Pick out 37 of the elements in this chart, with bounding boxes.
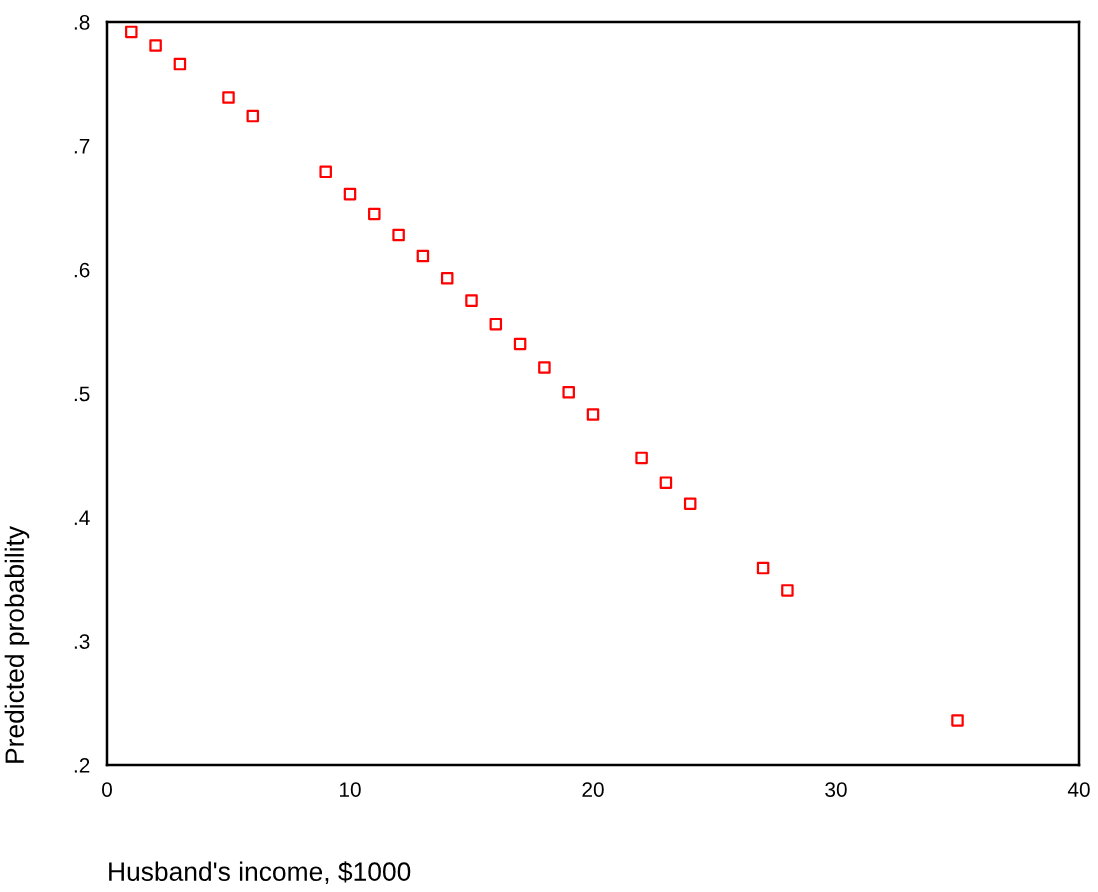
x-tick-label: 20 <box>582 782 604 797</box>
point <box>125 25 138 39</box>
point <box>173 57 187 71</box>
point <box>489 317 503 331</box>
y-tick-label: .7 <box>74 139 90 154</box>
point <box>222 91 235 104</box>
point <box>756 561 770 575</box>
point <box>319 165 332 179</box>
x-tick-label: 10 <box>340 782 361 797</box>
y-tick-label: .6 <box>74 262 90 278</box>
point <box>343 187 357 201</box>
point <box>416 249 430 263</box>
x-axis-title: Husband's income, $1000 <box>109 861 411 885</box>
point <box>586 408 600 421</box>
point <box>368 207 381 221</box>
y-tick-label: .8 <box>74 15 90 30</box>
y-tick-label: .2 <box>74 758 90 773</box>
point <box>781 584 794 597</box>
point <box>538 361 551 374</box>
y-tick-label: .3 <box>74 634 90 649</box>
y-tick-label: .4 <box>74 510 90 525</box>
point <box>513 337 527 351</box>
point <box>392 228 405 242</box>
x-tick-label: 30 <box>825 782 847 797</box>
y-tick-label: .5 <box>74 386 90 402</box>
point <box>246 109 260 123</box>
point <box>465 294 478 307</box>
y-axis-title: Predicted probability <box>4 525 30 763</box>
point <box>149 39 162 52</box>
x-tick-label: 0 <box>102 782 112 797</box>
point <box>683 497 697 510</box>
point <box>635 451 648 465</box>
x-tick-label: 40 <box>1067 782 1090 797</box>
point <box>562 386 575 399</box>
point <box>659 476 673 489</box>
point <box>951 714 964 727</box>
point <box>440 272 454 285</box>
